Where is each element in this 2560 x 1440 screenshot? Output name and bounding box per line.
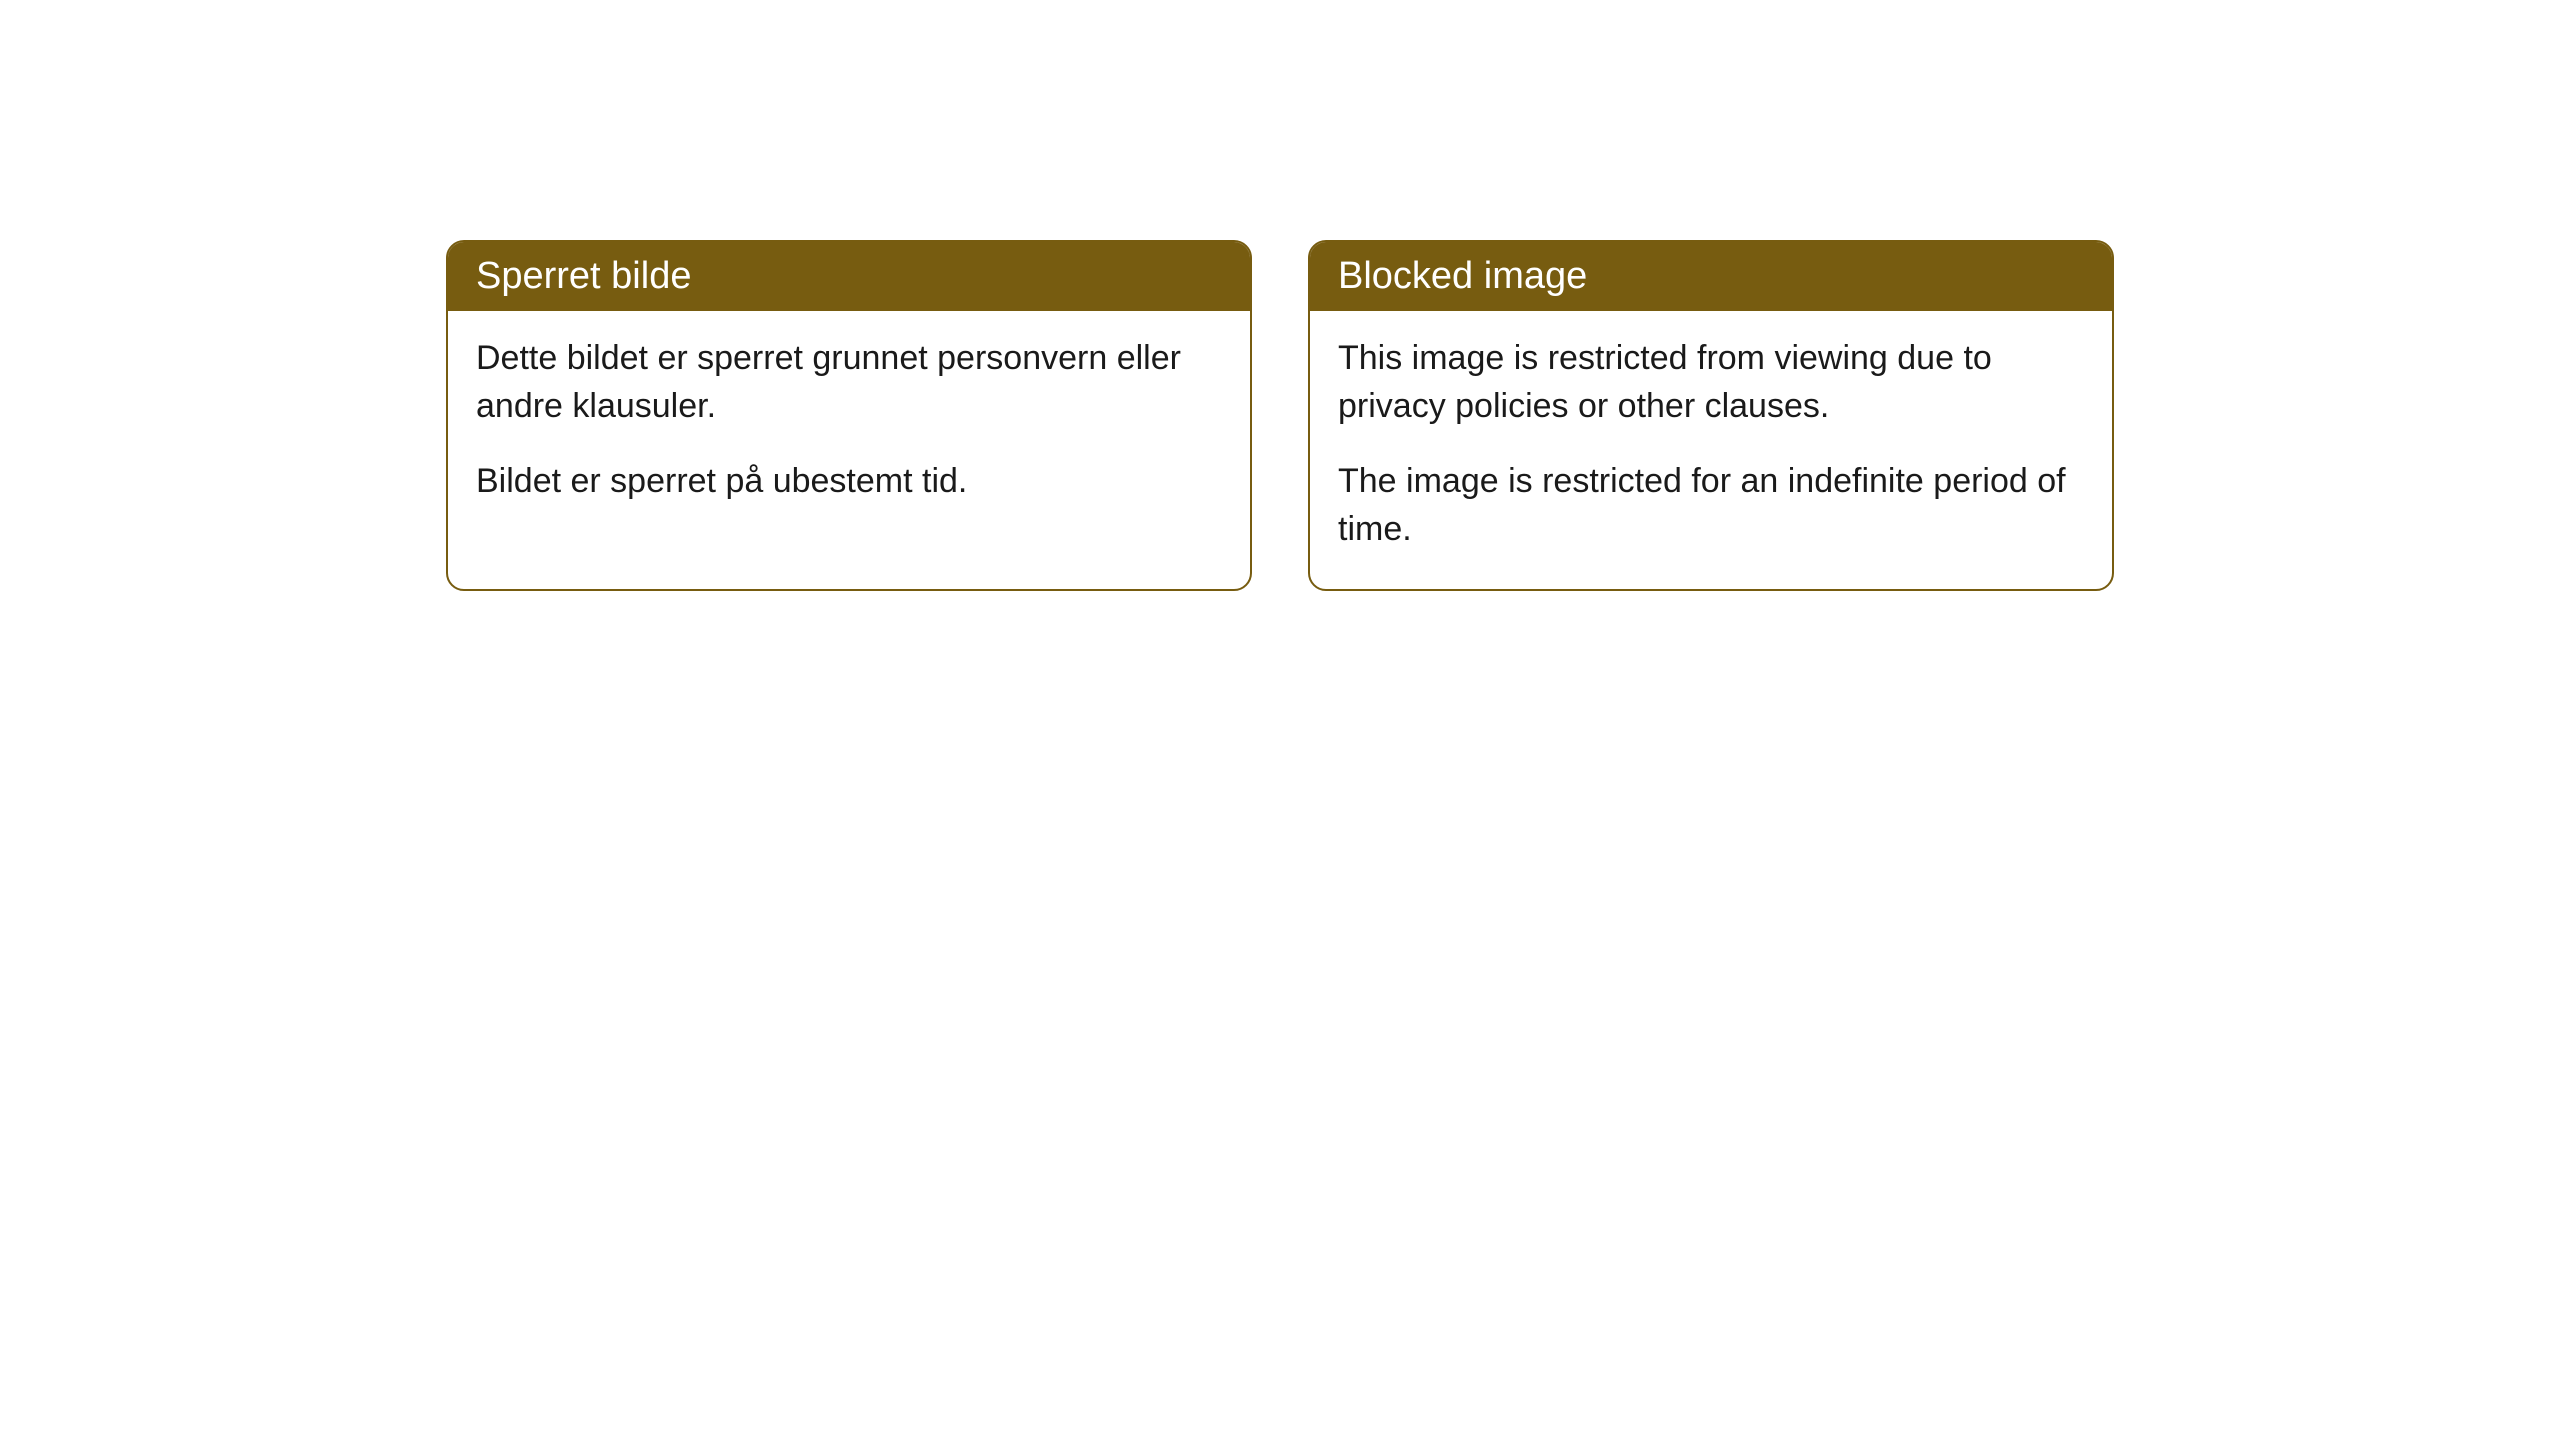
- notice-card-english: Blocked image This image is restricted f…: [1308, 240, 2114, 591]
- notice-card-norwegian: Sperret bilde Dette bildet er sperret gr…: [446, 240, 1252, 591]
- card-paragraph: This image is restricted from viewing du…: [1338, 335, 2084, 430]
- card-paragraph: The image is restricted for an indefinit…: [1338, 458, 2084, 553]
- card-header: Sperret bilde: [448, 242, 1250, 311]
- card-body: This image is restricted from viewing du…: [1310, 311, 2112, 589]
- notice-container: Sperret bilde Dette bildet er sperret gr…: [446, 240, 2114, 591]
- card-title: Sperret bilde: [476, 255, 691, 297]
- card-body: Dette bildet er sperret grunnet personve…: [448, 311, 1250, 542]
- card-header: Blocked image: [1310, 242, 2112, 311]
- card-title: Blocked image: [1338, 255, 1587, 297]
- card-paragraph: Dette bildet er sperret grunnet personve…: [476, 335, 1222, 430]
- card-paragraph: Bildet er sperret på ubestemt tid.: [476, 458, 1222, 506]
